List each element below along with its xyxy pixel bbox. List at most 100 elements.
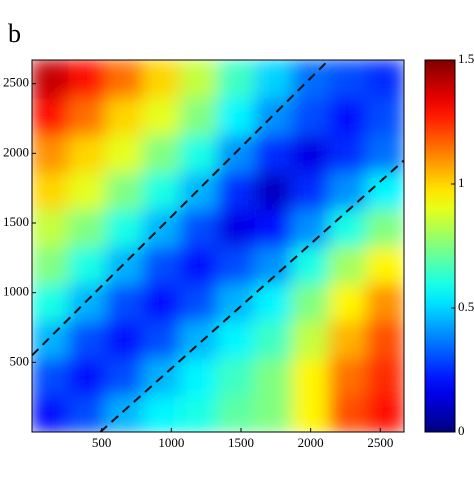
- x-tick-label: 1500: [228, 435, 254, 450]
- heatmap-cell: [365, 282, 404, 322]
- heatmap-cell: [68, 319, 108, 359]
- heatmap-cell: [217, 207, 257, 247]
- heatmap-cell: [32, 393, 71, 432]
- heatmap-cell: [328, 319, 368, 359]
- heatmap-cell: [217, 356, 257, 396]
- heatmap-cell: [365, 393, 404, 432]
- heatmap-cell: [254, 207, 294, 247]
- heatmap-cell: [142, 133, 182, 173]
- heatmap-cell: [217, 170, 257, 210]
- heatmap-cell: [179, 245, 219, 285]
- heatmap-cell: [68, 356, 108, 396]
- dashed-line: [99, 159, 404, 432]
- heatmap-cell: [105, 282, 145, 322]
- heatmap-cell: [142, 207, 182, 247]
- heatmap-cell: [32, 96, 71, 136]
- heatmap-cell: [254, 319, 294, 359]
- x-tick-label: 2000: [298, 435, 324, 450]
- heatmap-cell: [142, 282, 182, 322]
- heatmap-cell: [32, 245, 71, 285]
- heatmap-cell: [179, 60, 219, 99]
- heatmap-cell: [254, 356, 294, 396]
- heatmap-cell: [291, 96, 331, 136]
- heatmap-cell: [142, 60, 182, 99]
- heatmap-cell: [328, 207, 368, 247]
- heatmap-cell: [291, 170, 331, 210]
- heatmap-cell: [291, 133, 331, 173]
- heatmap-cell: [328, 393, 368, 432]
- heatmap-cell: [328, 170, 368, 210]
- heatmap-cell: [32, 282, 71, 322]
- heatmap-cell: [68, 60, 108, 99]
- colorbar-tick-label: 0: [458, 423, 465, 438]
- heatmap-cell: [105, 245, 145, 285]
- heatmap-cell: [365, 207, 404, 247]
- heatmap-cell: [68, 393, 108, 432]
- heatmap-cell: [142, 245, 182, 285]
- colorbar-tick-label: 1.5: [458, 51, 474, 66]
- heatmap-cell: [68, 133, 108, 173]
- heatmap-cell: [254, 245, 294, 285]
- heatmap-cell: [254, 60, 294, 99]
- heatmap-cell: [105, 133, 145, 173]
- x-tick-label: 500: [92, 435, 112, 450]
- heatmap-cell: [68, 207, 108, 247]
- heatmap-cell: [32, 170, 71, 210]
- heatmap: [32, 60, 404, 432]
- heatmap-cell: [254, 133, 294, 173]
- heatmap-cell: [105, 393, 145, 432]
- heatmap-cell: [217, 282, 257, 322]
- heatmap-cell: [291, 282, 331, 322]
- heatmap-cell: [291, 393, 331, 432]
- heatmap-cell: [328, 245, 368, 285]
- heatmap-cell: [365, 96, 404, 136]
- heatmap-cell: [68, 96, 108, 136]
- colorbar: [424, 59, 456, 433]
- heatmap-cell: [179, 356, 219, 396]
- heatmap-cell: [179, 282, 219, 322]
- plot-frame: [31, 59, 405, 433]
- heatmap-cell: [365, 356, 404, 396]
- heatmap-cell: [105, 319, 145, 359]
- heatmap-cell: [217, 60, 257, 99]
- heatmap-cell: [217, 393, 257, 432]
- heatmap-cell: [105, 96, 145, 136]
- x-tick-label: 2500: [367, 435, 393, 450]
- heatmap-cell: [291, 319, 331, 359]
- heatmap-cell: [291, 207, 331, 247]
- heatmap-cell: [365, 60, 404, 99]
- heatmap-cell: [254, 393, 294, 432]
- y-tick-label: 500: [10, 353, 30, 368]
- y-tick-label: 2000: [3, 144, 29, 159]
- y-tick-label: 1500: [3, 214, 29, 229]
- colorbar-tick-label: 1: [458, 175, 465, 190]
- heatmap-cell: [179, 170, 219, 210]
- heatmap-cell: [217, 245, 257, 285]
- heatmap-cell: [365, 319, 404, 359]
- heatmap-cell: [68, 245, 108, 285]
- heatmap-cell: [32, 319, 71, 359]
- heatmap-cell: [291, 356, 331, 396]
- heatmap-cell: [217, 319, 257, 359]
- x-tick-label: 1000: [158, 435, 184, 450]
- panel-label: b: [8, 19, 21, 48]
- heatmap-cell: [365, 133, 404, 173]
- heatmap-cell: [328, 282, 368, 322]
- heatmap-cell: [68, 282, 108, 322]
- heatmap-cell: [32, 133, 71, 173]
- heatmap-cell: [68, 170, 108, 210]
- heatmap-cell: [179, 319, 219, 359]
- heatmap-cell: [328, 96, 368, 136]
- heatmap-cell: [32, 356, 71, 396]
- heatmap-cell: [179, 393, 219, 432]
- heatmap-cell: [254, 170, 294, 210]
- colorbar-tick-label: 0.5: [458, 299, 474, 314]
- heatmap-cell: [179, 96, 219, 136]
- heatmap-cell: [328, 356, 368, 396]
- heatmap-cell: [142, 96, 182, 136]
- heatmap-cell: [217, 96, 257, 136]
- heatmap-cell: [105, 60, 145, 99]
- heatmap-cell: [105, 207, 145, 247]
- heatmap-cell: [142, 393, 182, 432]
